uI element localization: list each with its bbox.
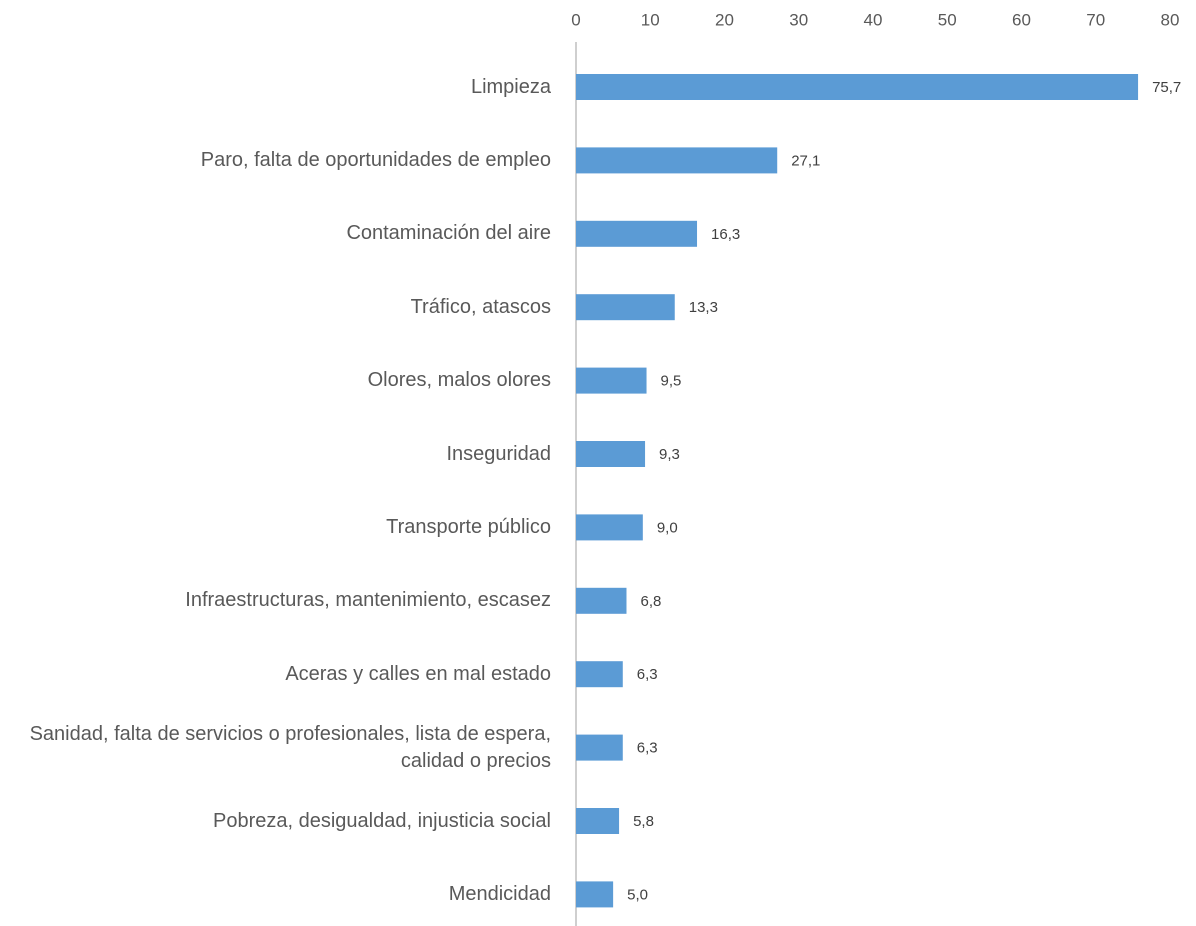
value-label: 16,3 [711,226,740,243]
bar [576,294,675,321]
x-tick-label: 60 [1012,10,1031,29]
bar [576,514,643,541]
value-label: 75,7 [1152,79,1181,96]
x-tick-label: 50 [938,10,957,29]
bar [576,661,623,688]
bar [576,147,778,174]
category-label: Contaminación del aire [346,222,551,245]
category-label: Inseguridad [446,442,551,465]
category-label: Aceras y calles en mal estado [285,662,551,685]
x-tick-label: 40 [864,10,883,29]
bar [576,881,614,908]
value-label: 6,3 [637,740,658,757]
x-tick-label: 10 [641,10,660,29]
value-label: 13,3 [689,299,718,316]
bar [576,74,1139,100]
bar [576,220,698,247]
bar [576,808,620,834]
bar [576,367,647,394]
x-tick-label: 80 [1161,10,1180,29]
category-label: Infraestructuras, mantenimiento, escasez [185,589,551,612]
x-tick-label: 20 [715,10,734,29]
category-label: Mendicidad [448,882,551,905]
x-tick-label: 30 [789,10,808,29]
x-tick-label: 70 [1086,10,1105,29]
value-label: 5,0 [627,886,648,903]
category-label: Pobreza, desigualdad, injusticia social [213,809,551,832]
value-label: 5,8 [633,813,654,830]
category-label: Limpieza [470,75,551,98]
value-label: 27,1 [791,152,820,169]
bar [576,587,627,614]
category-label: Paro, falta de oportunidades de empleo [200,148,551,171]
value-label: 6,3 [637,666,658,683]
value-label: 9,5 [661,373,682,390]
value-label: 6,8 [640,593,661,610]
value-label: 9,3 [659,446,680,463]
category-label: Olores, malos olores [367,369,551,392]
category-label: Transporte público [386,515,551,538]
x-tick-label: 0 [571,10,580,29]
bar [576,734,623,761]
category-label: Sanidad, falta de servicios o profesiona… [29,722,551,772]
bar [576,441,646,467]
value-label: 9,0 [657,519,678,536]
category-label: Tráfico, atascos [410,295,551,318]
